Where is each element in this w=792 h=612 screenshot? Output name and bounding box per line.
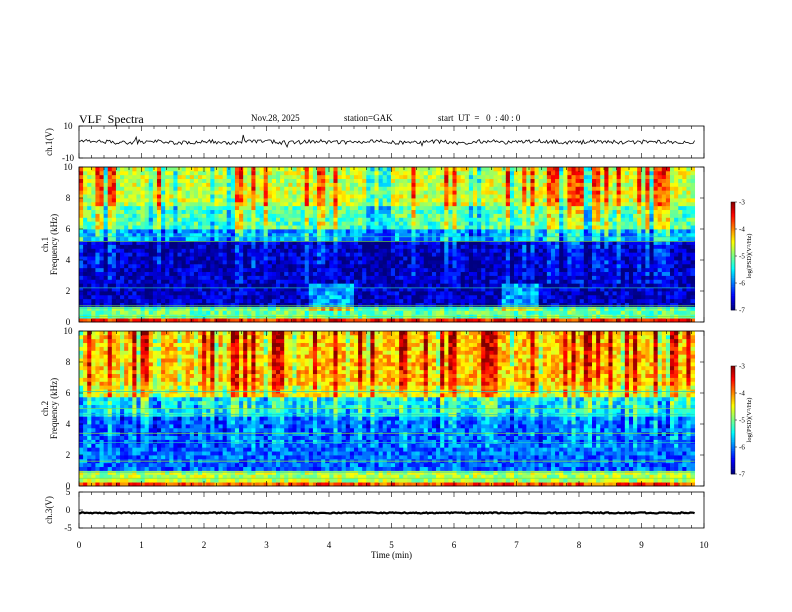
x-axis-label: Time (min) <box>371 550 412 560</box>
xtick-label-10: 10 <box>700 540 710 550</box>
ytick-ch2-spectrogram-5: 10 <box>64 326 74 336</box>
ytick-ch2-spectrogram-4: 8 <box>66 357 71 367</box>
ytick-ch2-spectrogram-3: 6 <box>66 388 71 398</box>
xtick-label-8: 8 <box>577 540 582 550</box>
colorbar-tick-ch2-spectrogram-0: -3 <box>739 363 745 371</box>
ch2-spectrogram-panel: 0 2 4 6 8 10 ch.2 Frequency (kHz) <box>40 326 705 491</box>
ch1-spectrogram-colorbar-label: log(PSD)(V²/Hz) <box>746 234 753 279</box>
ytick-ch2-spectrogram-2: 4 <box>66 419 71 429</box>
colorbar-tick-ch1-spectrogram-2: -5 <box>739 253 745 261</box>
ytick-ch1-spectrogram-0: 0 <box>66 317 71 327</box>
ch1-spectrogram-colorbar: -3 -4 -5 -6 -7 log(PSD)(V²/Hz) <box>730 199 753 315</box>
ch3-waveform-trace <box>78 511 695 515</box>
time-ticks-panel-2 <box>78 167 705 322</box>
xtick-label-4: 4 <box>327 540 332 550</box>
ch2-spectrogram-colorbar: -3 -4 -5 -6 -7 log(PSD)(V²/Hz) <box>730 363 753 479</box>
ytick-ch1-spectrogram-4: 8 <box>66 193 71 203</box>
xtick-label-3: 3 <box>264 540 269 550</box>
ch2-spectrogram-colorbar-label: log(PSD)(V²/Hz) <box>746 398 753 443</box>
colorbar-tick-ch2-spectrogram-3: -6 <box>739 444 745 452</box>
figure-title: VLF Spectra <box>79 112 144 126</box>
xtick-label-5: 5 <box>389 540 394 550</box>
time-ticks-panel-3 <box>78 331 705 486</box>
colorbar-tick-ch1-spectrogram-3: -6 <box>739 280 745 288</box>
ytick-ch3-waveform-2: -5 <box>64 523 72 533</box>
ch1-waveform-panel: 10 -10 ch.1(V) <box>44 121 705 163</box>
ytick-ch1-spectrogram-5: 10 <box>64 162 74 172</box>
xtick-label-1: 1 <box>139 540 144 550</box>
ytick-ch1-spectrogram-3: 6 <box>66 224 71 234</box>
ytick-ch2-spectrogram-0: 0 <box>66 481 71 491</box>
station-label: station=GAK <box>344 113 393 123</box>
ch3-waveform-ylabel: ch.3(V) <box>44 496 54 524</box>
ch1-spectrogram-ylabel-channel: ch.1 <box>40 237 50 252</box>
ch3-waveform-frame <box>78 491 705 529</box>
xtick-label-9: 9 <box>639 540 644 550</box>
colorbar-tick-ch1-spectrogram-0: -3 <box>739 199 745 207</box>
colorbar-tick-ch1-spectrogram-4: -7 <box>739 307 745 315</box>
ch1-spectrogram-ylabel-frequency: Frequency (kHz) <box>49 214 59 275</box>
ytick-ch1-waveform-0: 10 <box>64 121 74 131</box>
ch3-waveform-panel: 5 0 -5 ch.3(V) <box>44 487 705 533</box>
time-ticks-panel-4 <box>78 492 705 528</box>
xtick-label-0: 0 <box>77 540 82 550</box>
ytick-ch3-waveform-1: 0 <box>66 505 71 515</box>
ch1-waveform-trace <box>78 134 695 149</box>
date-label: Nov.28, 2025 <box>251 113 300 123</box>
ytick-ch3-waveform-0: 5 <box>66 487 71 497</box>
xtick-label-6: 6 <box>452 540 457 550</box>
xtick-label-7: 7 <box>514 540 519 550</box>
ch1-spectrogram-panel: 0 2 4 6 8 10 ch.1 Frequency (kHz) <box>40 162 705 327</box>
colorbar-tick-ch2-spectrogram-1: -4 <box>739 390 745 398</box>
ytick-ch1-waveform-1: -10 <box>62 153 74 163</box>
ch2-spectrogram-ylabel-channel: ch.2 <box>40 401 50 416</box>
time-ticks-panel-1 <box>78 126 705 158</box>
ytick-ch1-spectrogram-2: 4 <box>66 255 71 265</box>
colorbar-tick-ch2-spectrogram-2: -5 <box>739 417 745 425</box>
colorbar-tick-ch1-spectrogram-1: -4 <box>739 226 745 234</box>
ytick-ch2-spectrogram-1: 2 <box>66 450 71 460</box>
ytick-ch1-spectrogram-1: 2 <box>66 286 71 296</box>
colorbar-tick-ch2-spectrogram-4: -7 <box>739 471 745 479</box>
ch2-spectrogram-ylabel-frequency: Frequency (kHz) <box>49 378 59 439</box>
start-time-label: start UT = 0 : 40 : 0 <box>438 113 521 123</box>
ch1-waveform-ylabel: ch.1(V) <box>44 128 54 156</box>
xtick-label-2: 2 <box>202 540 207 550</box>
